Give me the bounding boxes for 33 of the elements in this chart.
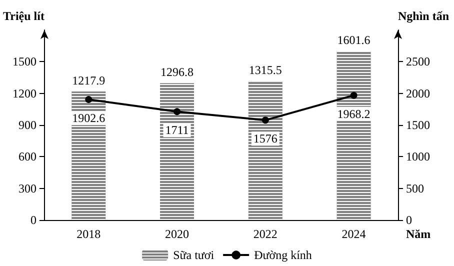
y2-tick-label: 0 xyxy=(406,213,412,227)
y-tick-label: 0 xyxy=(30,213,36,227)
x-axis-title: Năm xyxy=(406,227,431,241)
y-tick-label: 1200 xyxy=(12,86,36,100)
data-label: 1902.6 xyxy=(72,111,106,125)
data-label: 1217.9 xyxy=(72,73,106,88)
point xyxy=(174,108,181,116)
legend-label: Sữa tươi xyxy=(173,248,215,262)
y-tick-label: 600 xyxy=(18,150,36,164)
y-tick-label: 900 xyxy=(18,118,36,132)
y2-tick-label: 2500 xyxy=(406,54,430,69)
data-label: 1601.6 xyxy=(337,32,370,47)
legend-label: Đường kính xyxy=(254,248,312,262)
y2-tick-label: 1500 xyxy=(406,118,430,132)
point xyxy=(85,96,92,103)
data-label: 1296.8 xyxy=(160,65,194,80)
data-label: 1315.5 xyxy=(248,63,282,78)
x-tick-label: 2020 xyxy=(165,227,190,241)
y-tick-label: 300 xyxy=(18,181,36,196)
data-label: 1968.2 xyxy=(337,106,370,121)
y2-tick-label: 1000 xyxy=(406,150,430,164)
point xyxy=(262,116,269,124)
y2-axis-title: Nghìn tấn xyxy=(398,9,450,23)
x-tick-label: 2018 xyxy=(76,227,101,241)
y-axis-title: Triệu lít xyxy=(3,9,44,23)
data-label: 1576 xyxy=(253,132,278,146)
y2-tick-label: 2000 xyxy=(406,86,430,100)
x-tick-label: 2024 xyxy=(342,227,366,241)
y2-tick-label: 500 xyxy=(406,181,424,196)
x-tick-label: 2022 xyxy=(253,227,278,241)
y-tick-label: 1500 xyxy=(12,54,36,69)
data-label: 1711 xyxy=(165,123,189,138)
point xyxy=(350,92,358,99)
